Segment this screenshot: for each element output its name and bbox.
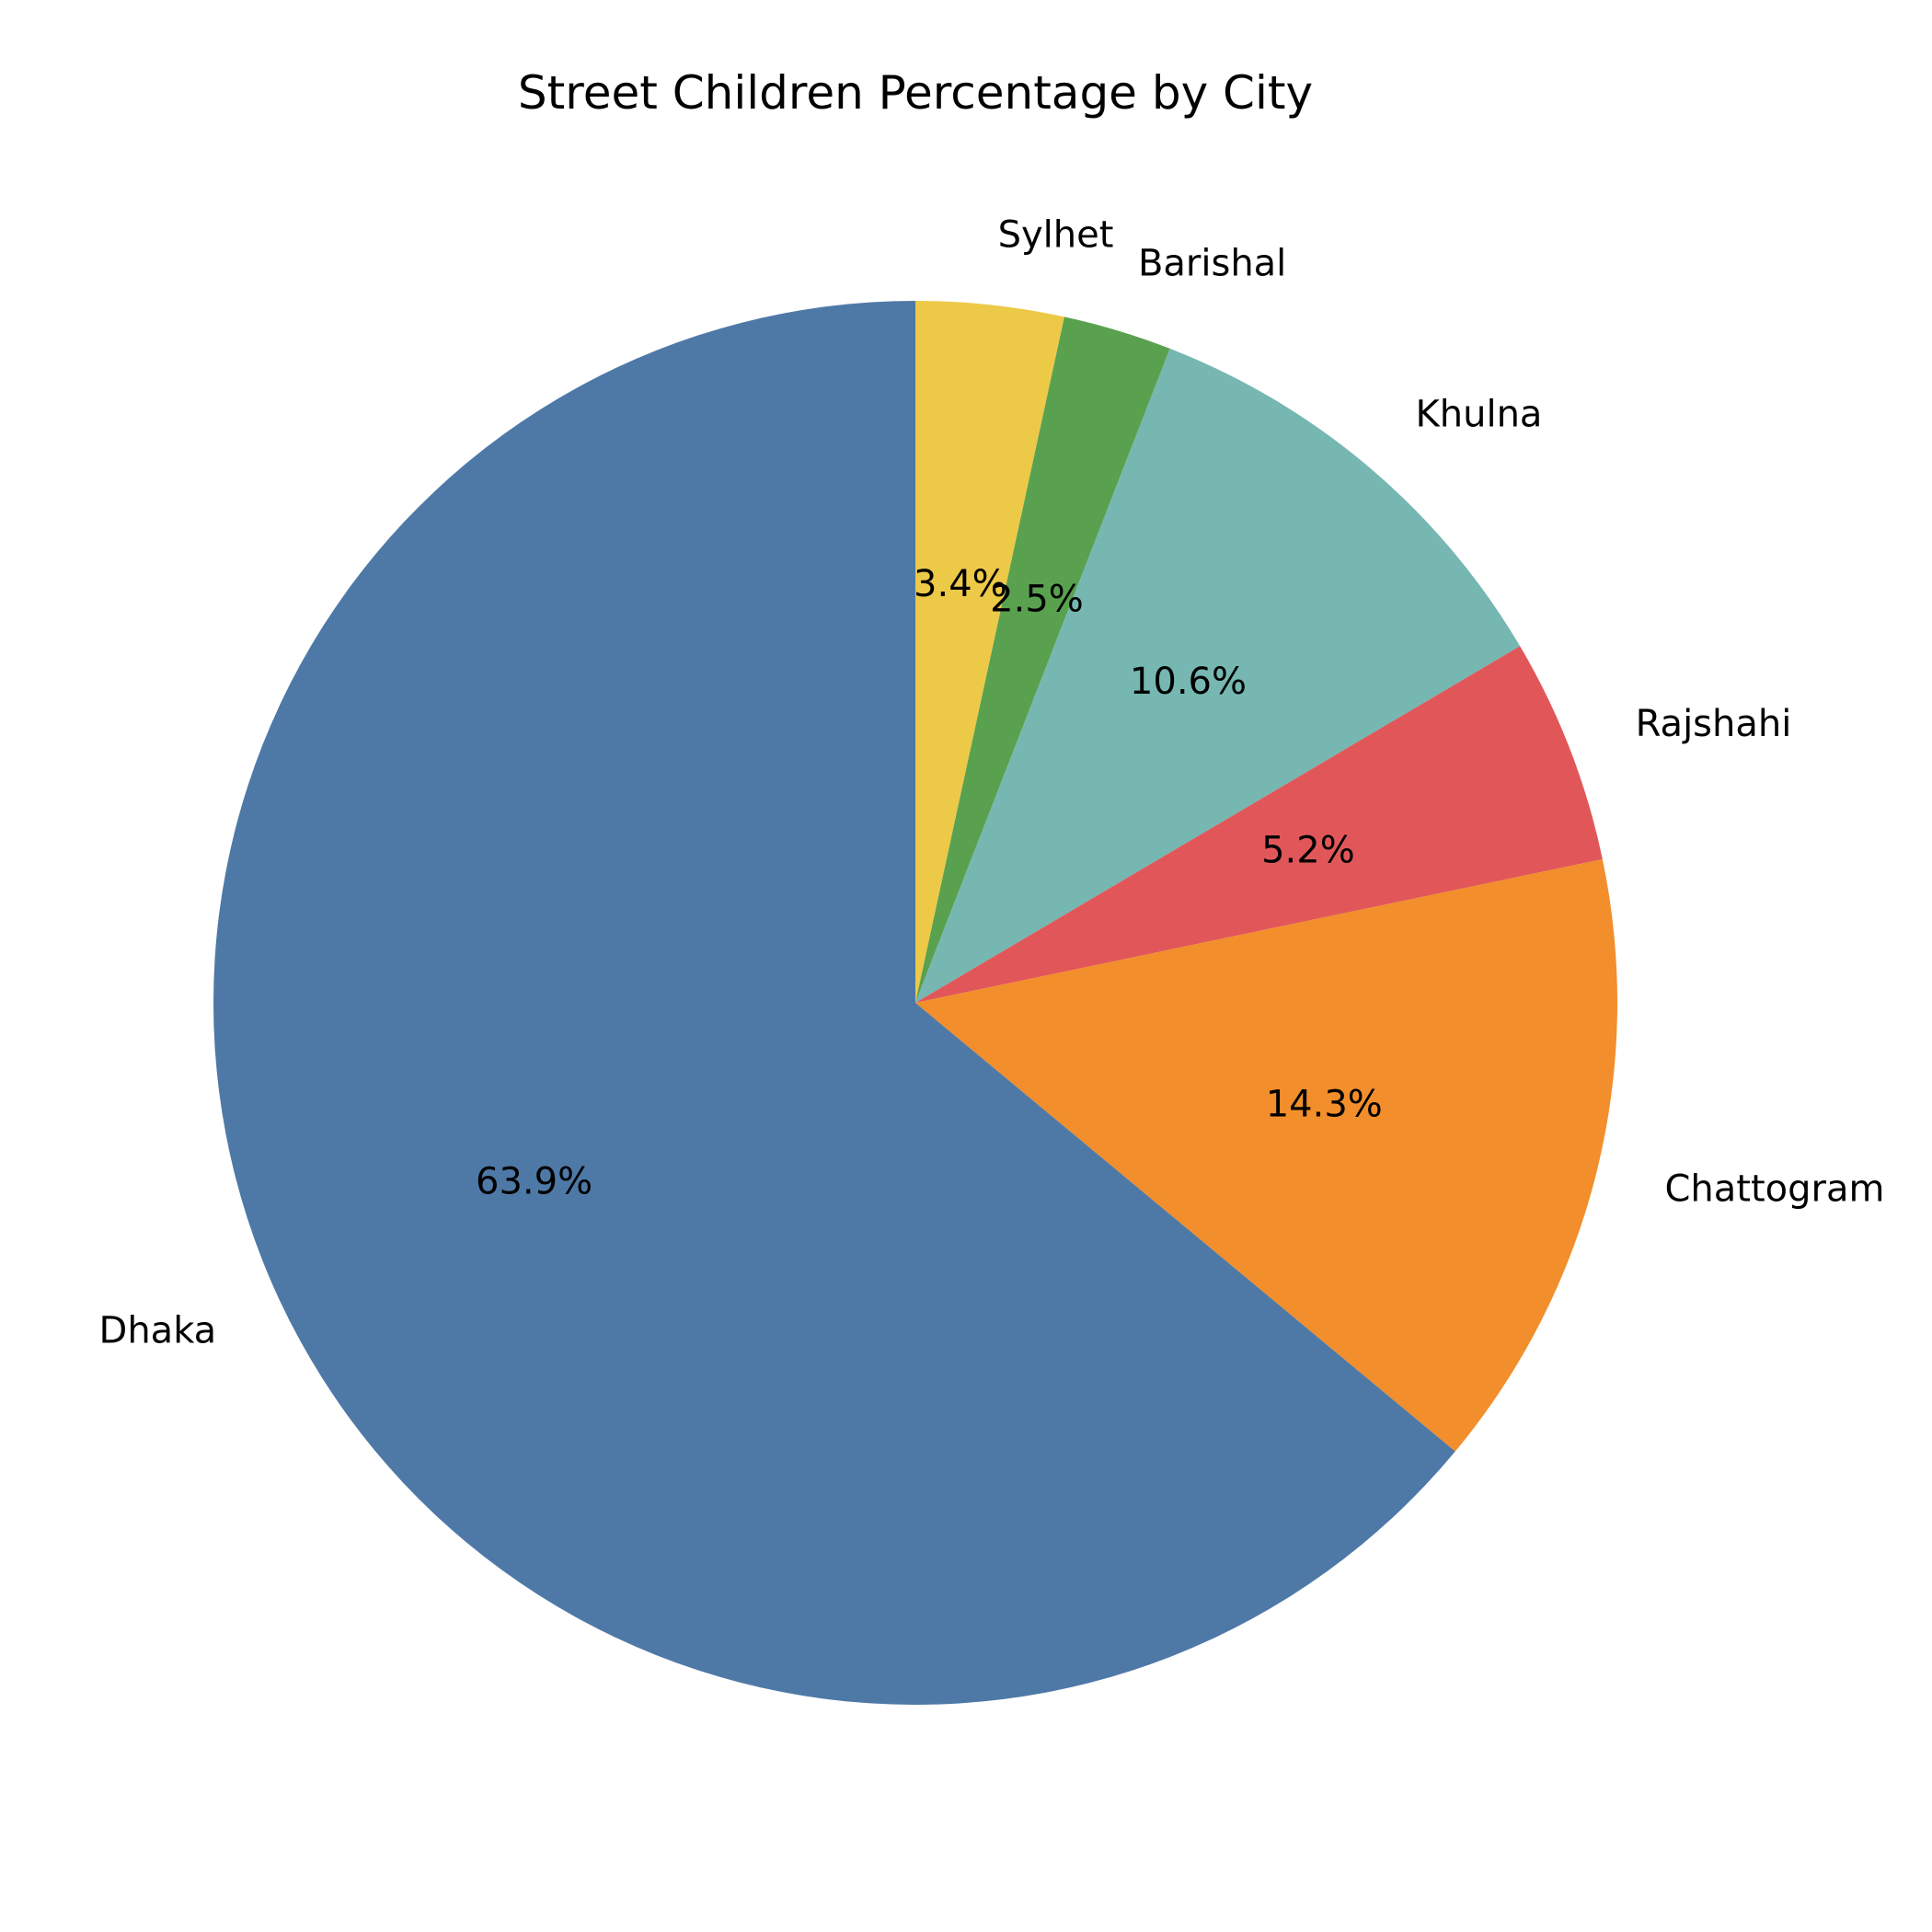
pie-slice-barishal [915,316,1170,1003]
slice-label-sylhet: Sylhet [998,213,1114,256]
pct-label-dhaka: 63.9% [476,1160,592,1202]
chart-title: Street Children Percentage by City [518,66,1313,120]
slice-label-dhaka: Dhaka [99,1309,217,1351]
pct-label-sylhet: 3.4% [914,563,1007,605]
slice-label-rajshahi: Rajshahi [1636,703,1792,745]
pct-label-chattogram: 14.3% [1266,1083,1383,1125]
pie-slice-dhaka [213,301,1455,1706]
pie-slice-sylhet [915,301,1064,1003]
pct-label-barishal: 2.5% [990,579,1084,621]
pct-label-khulna: 10.6% [1130,661,1247,703]
pct-label-rajshahi: 5.2% [1261,830,1355,872]
slice-label-chattogram: Chattogram [1664,1168,1884,1211]
slice-label-barishal: Barishal [1138,242,1286,284]
pie-slice-khulna [915,348,1521,1003]
pie-slices [213,301,1617,1706]
pie-slice-chattogram [915,858,1617,1452]
slice-label-khulna: Khulna [1416,393,1543,435]
pie-slice-rajshahi [915,646,1603,1003]
pie-labels: Sylhet 3.4% Barishal 2.5% Khulna 10.6% Rajshah… [99,213,1885,1351]
